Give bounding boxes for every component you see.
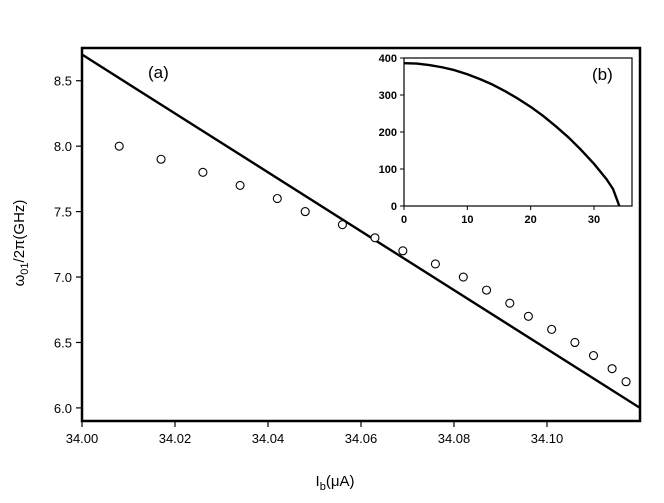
data-point [430, 259, 440, 269]
y-tick-label: 8.0 [54, 139, 72, 154]
y-tick-label: 6.5 [54, 335, 72, 350]
data-point [523, 311, 533, 321]
panel-label-b: (b) [592, 65, 613, 84]
main-fit-line-layer [81, 53, 641, 409]
data-point [300, 207, 310, 217]
inset-x-axis-ticks: 0 10 20 30 [401, 206, 600, 226]
data-point [621, 377, 631, 387]
y-tick-label: 7.5 [54, 205, 72, 220]
x-axis-label-main: I [316, 473, 320, 490]
data-point [198, 167, 208, 177]
data-point [114, 141, 124, 151]
y-axis-label-main: ω [11, 274, 28, 286]
data-point [607, 364, 617, 374]
inset-y-tick-label: 0 [391, 201, 397, 213]
x-tick-label: 34.02 [159, 431, 192, 446]
inset-y-tick-label: 300 [379, 90, 397, 102]
data-point [272, 193, 282, 204]
data-point [505, 298, 515, 308]
x-tick-label: 34.10 [531, 431, 564, 446]
data-point [458, 272, 468, 282]
data-point [235, 180, 245, 190]
main-chart: 34.00 34.02 34.04 34.06 34.08 34.10 6.0 6.5 7.0… [11, 46, 642, 493]
x-tick-label: 34.00 [66, 431, 99, 446]
inset-y-tick-label: 200 [379, 127, 397, 139]
x-axis-label: Ib(μA) [316, 473, 355, 493]
inset-x-tick-label: 0 [401, 214, 407, 226]
inset-background [404, 58, 632, 206]
inset-x-tick-label: 10 [461, 214, 473, 226]
inset-y-tick-label: 400 [379, 53, 397, 65]
inset-chart: 0 10 20 30 0 100 200 300 400 (b) [379, 53, 633, 226]
panel-label-a: (a) [148, 63, 169, 82]
main-data-points [114, 141, 631, 387]
inset-plot-frame [403, 57, 633, 207]
y-axis-label-unit: /2π(GHz) [11, 200, 28, 263]
y-axis-label-subscript: 01 [19, 262, 31, 274]
fit-line [81, 53, 641, 409]
data-point [570, 337, 580, 348]
y-tick-label: 7.0 [54, 270, 72, 285]
inset-x-tick-label: 30 [588, 214, 600, 226]
data-point [337, 220, 347, 230]
main-y-axis-ticks: 6.0 6.5 7.0 7.5 8.0 8.5 [54, 74, 82, 416]
main-x-axis-ticks: 34.00 34.02 34.04 34.06 34.08 34.10 [66, 421, 564, 446]
data-point [398, 246, 408, 256]
inset-y-axis-ticks: 0 100 200 300 400 [379, 53, 404, 213]
data-point [481, 285, 492, 295]
inset-curve [403, 61, 621, 207]
x-tick-label: 34.06 [345, 431, 378, 446]
data-point [156, 154, 166, 164]
data-point [547, 324, 557, 334]
x-tick-label: 34.04 [252, 431, 285, 446]
y-tick-label: 6.0 [54, 401, 72, 416]
inset-x-tick-label: 20 [525, 214, 537, 226]
x-axis-label-unit: (μA) [326, 473, 355, 490]
inset-y-tick-label: 100 [379, 164, 397, 176]
x-axis-label-subscript: b [320, 481, 326, 493]
y-axis-label: ω01/2π(GHz) [11, 200, 31, 287]
data-point [588, 351, 599, 361]
x-tick-label: 34.08 [438, 431, 471, 446]
inset-curve-layer [403, 61, 621, 207]
data-point [370, 233, 380, 243]
y-tick-label: 8.5 [54, 74, 72, 89]
